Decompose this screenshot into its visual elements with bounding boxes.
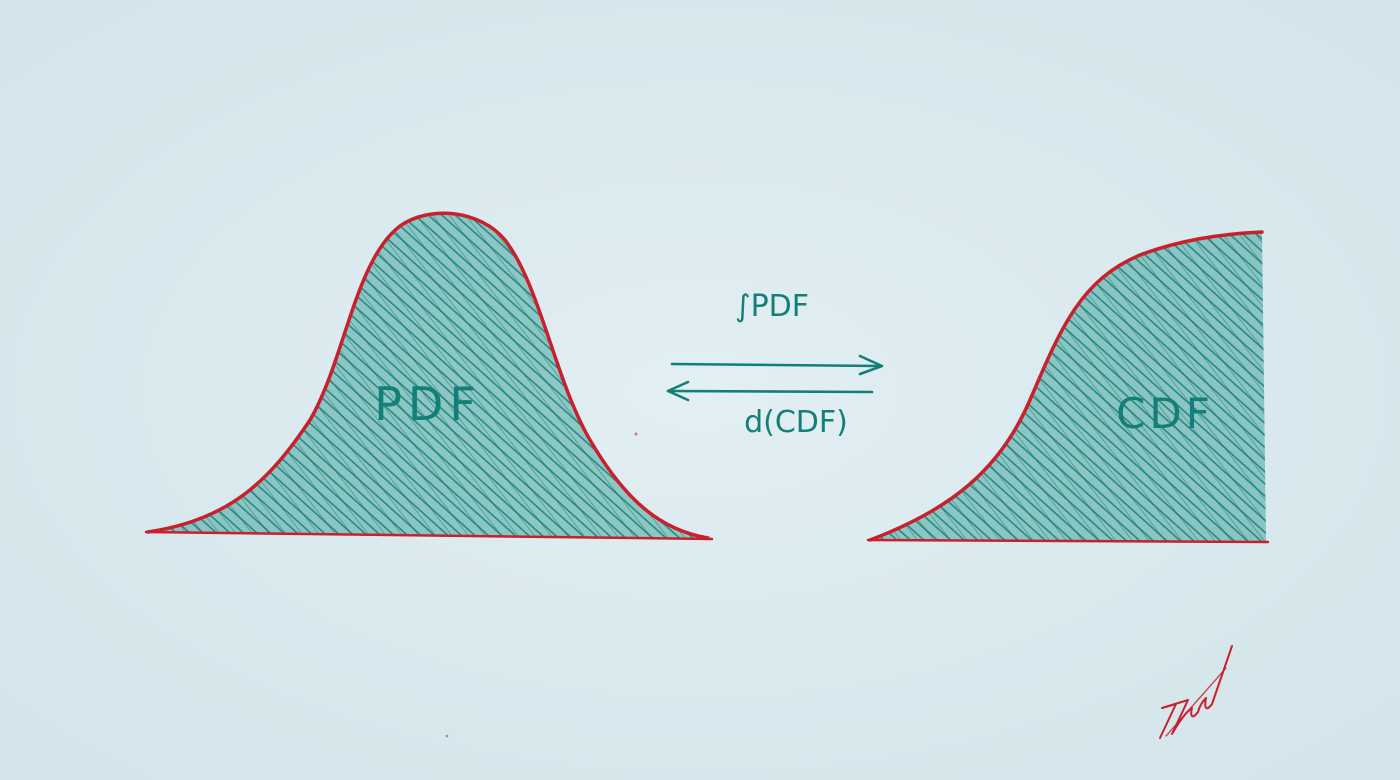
pdf-baseline [144,530,714,541]
pdf-curve-line [146,211,710,540]
cdf-curve-group: CDF [866,230,1270,544]
pdf-area-hatch-overlay [148,213,708,538]
stray-mark [634,432,638,436]
signature [1159,645,1233,739]
cdf-curve-line [868,230,1264,542]
forward-arrow [670,354,884,376]
cdf-area-hatch-overlay [870,232,1266,542]
cdf-baseline [866,538,1270,544]
signature-stroke [1159,645,1233,739]
integral-pdf-label: ∫PDF [735,289,809,324]
conversion-arrows: ∫PDF d(CDF) [666,289,884,440]
arrowhead-right-icon [858,354,884,376]
stray-mark [445,734,449,738]
pdf-label: PDF [374,377,482,431]
derivative-cdf-label: d(CDF) [744,405,848,440]
backward-arrow [666,380,874,402]
cdf-label: CDF [1116,389,1214,438]
pdf-curve-group: PDF [144,211,714,541]
arrowhead-left-icon [666,380,690,402]
